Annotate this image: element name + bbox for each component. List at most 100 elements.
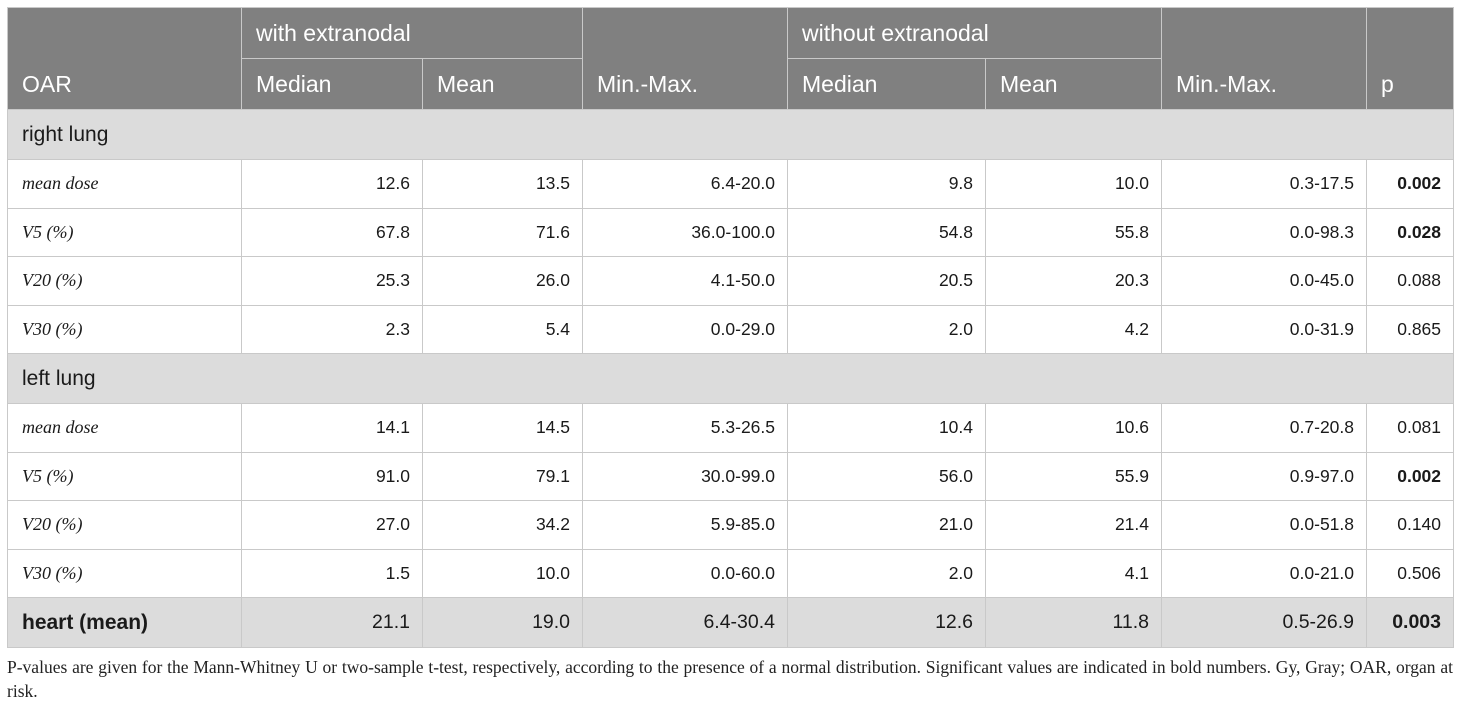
- summary-label: heart (mean): [7, 597, 242, 648]
- cell-without-median: 20.5: [787, 256, 987, 306]
- cell-with-median: 27.0: [241, 500, 423, 550]
- cell-without-mean: 4.2: [985, 304, 1163, 354]
- cell-without-minmax: 0.9-97.0: [1161, 451, 1368, 501]
- cell-with-minmax: 0.0-60.0: [582, 548, 789, 598]
- summary-without-minmax: 0.5-26.9: [1161, 597, 1368, 648]
- cell-without-mean: 10.6: [985, 403, 1163, 453]
- table-body: right lung mean dose 12.6 13.5 6.4-20.0 9.8 10…: [6, 109, 1455, 648]
- cell-without-median: 10.4: [787, 403, 987, 453]
- table-row: mean dose 14.1 14.5 5.3-26.5 10.4 10.6 0.7-20.…: [7, 403, 1455, 453]
- cell-with-mean: 34.2: [421, 500, 584, 550]
- dose-table: OAR with extranodal Min.-Max. without ex…: [6, 7, 1455, 648]
- cell-with-minmax: 4.1-50.0: [582, 256, 789, 306]
- cell-without-median: 9.8: [787, 159, 987, 209]
- section-row: left lung: [6, 353, 1455, 404]
- header-row-stats: Median Mean Median Mean: [8, 58, 1454, 110]
- cell-without-median: 21.0: [787, 500, 987, 550]
- section-row: right lung: [6, 109, 1455, 160]
- row-label: V5 (%): [7, 451, 242, 501]
- table-footnote: P-values are given for the Mann-Whitney …: [7, 657, 1453, 701]
- cell-with-minmax: 5.3-26.5: [582, 403, 789, 453]
- cell-with-median: 12.6: [241, 159, 423, 209]
- header-with-mean: Mean: [421, 58, 584, 110]
- summary-p-value: 0.003: [1366, 597, 1455, 648]
- header-oar: OAR: [7, 7, 242, 110]
- cell-p-value: 0.002: [1366, 451, 1455, 501]
- cell-with-median: 25.3: [241, 256, 423, 306]
- cell-with-mean: 14.5: [421, 403, 584, 453]
- cell-without-mean: 55.9: [985, 451, 1163, 501]
- cell-with-median: 91.0: [241, 451, 423, 501]
- header-without-extranodal: without extranodal: [787, 7, 1163, 59]
- table-row: V20 (%) 27.0 34.2 5.9-85.0 21.0 21.4 0.0-51.8 0…: [7, 500, 1455, 550]
- section-title: right lung: [6, 109, 1455, 160]
- cell-without-minmax: 0.0-31.9: [1161, 304, 1368, 354]
- cell-with-mean: 5.4: [421, 304, 584, 354]
- row-label: mean dose: [7, 159, 242, 209]
- header-without-median: Median: [787, 58, 987, 110]
- summary-with-minmax: 6.4-30.4: [582, 597, 789, 648]
- summary-row: heart (mean) 21.1 19.0 6.4-30.4 12.6 11.8 0.5-…: [7, 597, 1455, 648]
- summary-without-mean: 11.8: [985, 597, 1163, 648]
- cell-with-minmax: 30.0-99.0: [582, 451, 789, 501]
- cell-without-median: 54.8: [787, 207, 987, 257]
- cell-without-mean: 4.1: [985, 548, 1163, 598]
- row-label: V20 (%): [7, 500, 242, 550]
- table-row: V20 (%) 25.3 26.0 4.1-50.0 20.5 20.3 0.0-45.0 0…: [7, 256, 1455, 306]
- cell-without-minmax: 0.3-17.5: [1161, 159, 1368, 209]
- cell-p-value: 0.865: [1366, 304, 1455, 354]
- cell-p-value: 0.081: [1366, 403, 1455, 453]
- cell-without-median: 2.0: [787, 304, 987, 354]
- cell-with-minmax: 6.4-20.0: [582, 159, 789, 209]
- cell-without-mean: 10.0: [985, 159, 1163, 209]
- table-row: V5 (%) 67.8 71.6 36.0-100.0 54.8 55.8 0.0-98.3…: [7, 207, 1455, 257]
- cell-with-minmax: 5.9-85.0: [582, 500, 789, 550]
- cell-with-median: 67.8: [241, 207, 423, 257]
- table-row: V30 (%) 2.3 5.4 0.0-29.0 2.0 4.2 0.0-31.9 0.865: [7, 304, 1455, 354]
- cell-without-mean: 55.8: [985, 207, 1163, 257]
- cell-p-value: 0.088: [1366, 256, 1455, 306]
- cell-with-median: 1.5: [241, 548, 423, 598]
- table-row: V5 (%) 91.0 79.1 30.0-99.0 56.0 55.9 0.9-97.0 0…: [7, 451, 1455, 501]
- cell-without-median: 56.0: [787, 451, 987, 501]
- cell-with-median: 2.3: [241, 304, 423, 354]
- cell-p-value: 0.140: [1366, 500, 1455, 550]
- summary-with-median: 21.1: [241, 597, 423, 648]
- row-label: V30 (%): [7, 304, 242, 354]
- header-with-minmax: Min.-Max.: [582, 7, 789, 110]
- row-label: V30 (%): [7, 548, 242, 598]
- cell-without-minmax: 0.0-21.0: [1161, 548, 1368, 598]
- cell-p-value: 0.506: [1366, 548, 1455, 598]
- header-row-groups: OAR with extranodal Min.-Max. without ex…: [7, 7, 1455, 110]
- table-row: mean dose 12.6 13.5 6.4-20.0 9.8 10.0 0.3-17.5…: [7, 159, 1455, 209]
- cell-without-minmax: 0.0-98.3: [1161, 207, 1368, 257]
- cell-with-mean: 26.0: [421, 256, 584, 306]
- cell-with-mean: 79.1: [421, 451, 584, 501]
- cell-without-minmax: 0.0-51.8: [1161, 500, 1368, 550]
- table-header: OAR with extranodal Min.-Max. without ex…: [7, 7, 1455, 110]
- header-p: p: [1366, 7, 1455, 110]
- cell-p-value: 0.028: [1366, 207, 1455, 257]
- cell-with-median: 14.1: [241, 403, 423, 453]
- cell-with-minmax: 0.0-29.0: [582, 304, 789, 354]
- cell-with-mean: 13.5: [421, 159, 584, 209]
- row-label: mean dose: [7, 403, 242, 453]
- row-label: V5 (%): [7, 207, 242, 257]
- header-without-minmax: Min.-Max.: [1161, 7, 1368, 110]
- cell-p-value: 0.002: [1366, 159, 1455, 209]
- cell-without-minmax: 0.0-45.0: [1161, 256, 1368, 306]
- header-without-mean: Mean: [985, 58, 1163, 110]
- cell-with-mean: 10.0: [421, 548, 584, 598]
- row-label: V20 (%): [7, 256, 242, 306]
- summary-without-median: 12.6: [787, 597, 987, 648]
- summary-with-mean: 19.0: [421, 597, 584, 648]
- header-with-extranodal: with extranodal: [240, 7, 584, 59]
- cell-with-mean: 71.6: [421, 207, 584, 257]
- cell-with-minmax: 36.0-100.0: [582, 207, 789, 257]
- cell-without-mean: 21.4: [985, 500, 1163, 550]
- cell-without-median: 2.0: [787, 548, 987, 598]
- cell-without-minmax: 0.7-20.8: [1161, 403, 1368, 453]
- cell-without-mean: 20.3: [985, 256, 1163, 306]
- header-with-median: Median: [241, 58, 423, 110]
